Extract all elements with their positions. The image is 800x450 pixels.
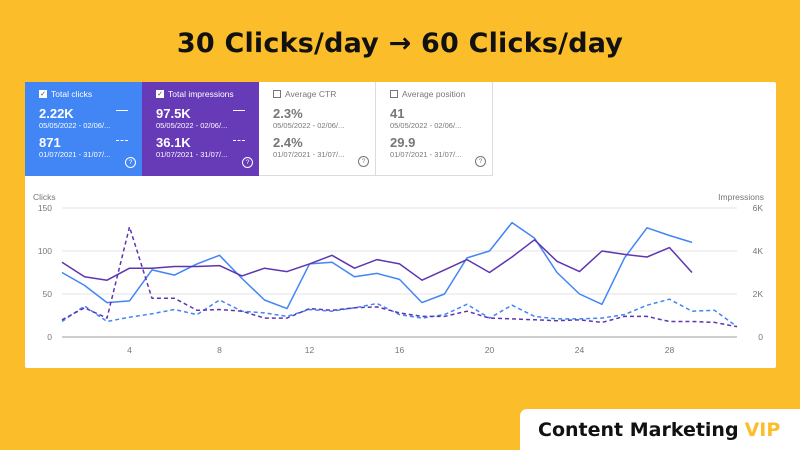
checkbox-checked-icon[interactable]: ✓ — [156, 90, 164, 98]
x-tick-label: 28 — [665, 345, 675, 355]
help-icon[interactable]: ? — [242, 157, 253, 168]
y-tick-label-left: 50 — [43, 289, 53, 299]
solid-line-legend-icon — [233, 110, 245, 111]
y-tick-label-right: 4K — [753, 246, 764, 256]
metric-value-current: 97.5K — [156, 106, 191, 121]
solid-line-legend-icon — [116, 110, 128, 111]
help-icon[interactable]: ? — [475, 156, 486, 167]
x-tick-label: 24 — [575, 345, 585, 355]
dashed-line-legend-icon — [233, 140, 245, 141]
x-tick-label: 8 — [217, 345, 222, 355]
metric-range-previous: 01/07/2021 - 31/07/... — [273, 150, 345, 159]
y-tick-label-left: 0 — [47, 332, 52, 342]
metric-label: Average CTR — [285, 89, 337, 99]
x-tick-label: 20 — [485, 345, 495, 355]
brand-name: Content Marketing — [538, 418, 739, 441]
brand-suffix: VIP — [744, 418, 781, 441]
help-icon[interactable]: ? — [358, 156, 369, 167]
y-tick-label-left: 100 — [38, 246, 52, 256]
metric-value-previous: 2.4% — [273, 135, 303, 150]
x-tick-label: 4 — [127, 345, 132, 355]
series-line-dashed-3 — [61, 226, 738, 328]
y-tick-label-right: 2K — [753, 289, 764, 299]
metric-range-previous: 01/07/2021 - 31/07/... — [156, 150, 228, 159]
series-line-dashed-2 — [61, 298, 738, 328]
metric-range-current: 05/05/2022 - 02/06/... — [273, 121, 345, 130]
checkbox-checked-icon[interactable]: ✓ — [39, 90, 47, 98]
y-axis-left-label: Clicks — [33, 192, 56, 202]
metric-label: Total clicks — [51, 89, 93, 99]
metric-value-current: 2.3% — [273, 106, 303, 121]
metric-label: Total impressions — [168, 89, 234, 99]
checkbox-unchecked-icon[interactable] — [273, 90, 281, 98]
metric-label: Average position — [402, 89, 466, 99]
metric-range-current: 05/05/2022 - 02/06/... — [39, 121, 111, 130]
x-tick-label: 12 — [305, 345, 315, 355]
metric-value-previous: 36.1K — [156, 135, 191, 150]
headline: 30 Clicks/day → 60 Clicks/day — [176, 28, 624, 59]
metric-range-current: 05/05/2022 - 02/06/... — [390, 121, 462, 130]
search-console-panel: ✓ Total clicks 2.22K 05/05/2022 - 02/06/.… — [25, 82, 776, 368]
performance-line-chart: Clicks Impressions 0 0 50 2K 100 4K 150 6K 4 8 12 16 2… — [33, 192, 764, 355]
metric-range-previous: 01/07/2021 - 31/07/... — [390, 150, 462, 159]
metric-card-average-position[interactable]: Average position 41 05/05/2022 - 02/06/.… — [376, 82, 493, 176]
series-line-solid-0 — [61, 221, 693, 310]
metric-cards: ✓ Total clicks 2.22K 05/05/2022 - 02/06/.… — [25, 82, 493, 176]
x-tick-label: 16 — [395, 345, 405, 355]
metric-value-previous: 29.9 — [390, 135, 416, 150]
metric-value-current: 2.22K — [39, 106, 74, 121]
metric-value-previous: 871 — [39, 135, 61, 150]
help-icon[interactable]: ? — [125, 157, 136, 168]
checkbox-unchecked-icon[interactable] — [390, 90, 398, 98]
metric-card-total-impressions[interactable]: ✓ Total impressions 97.5K 05/05/2022 - 02… — [142, 82, 259, 176]
y-tick-label-right: 6K — [753, 203, 764, 213]
y-axis-right-label: Impressions — [718, 192, 764, 202]
metric-card-total-clicks[interactable]: ✓ Total clicks 2.22K 05/05/2022 - 02/06/.… — [25, 82, 142, 176]
y-tick-label-left: 150 — [38, 203, 52, 213]
metric-range-current: 05/05/2022 - 02/06/... — [156, 121, 228, 130]
y-tick-label-right: 0 — [758, 332, 763, 342]
metric-range-previous: 01/07/2021 - 31/07/... — [39, 150, 111, 159]
brand-badge: Content Marketing VIP — [520, 409, 800, 450]
dashed-line-legend-icon — [116, 140, 128, 141]
series-line-solid-1 — [61, 239, 693, 281]
metric-value-current: 41 — [390, 106, 405, 121]
metric-card-average-ctr[interactable]: Average CTR 2.3% 05/05/2022 - 02/06/... … — [259, 82, 376, 176]
